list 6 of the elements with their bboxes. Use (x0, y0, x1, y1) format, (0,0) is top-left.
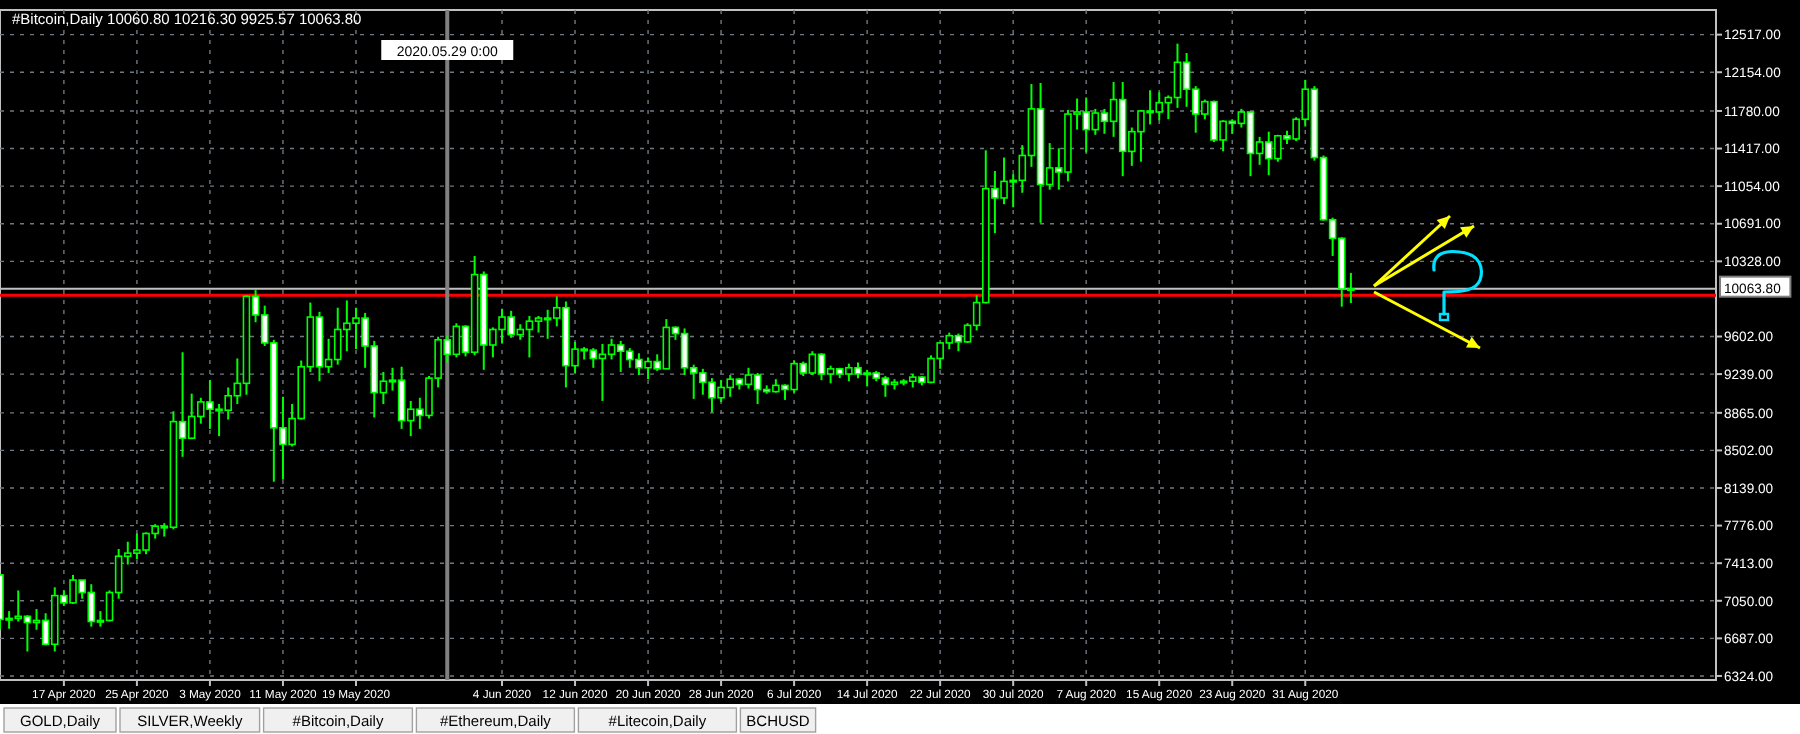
candlestick (607, 337, 616, 361)
candlestick (1100, 107, 1109, 135)
candlestick (1246, 111, 1255, 178)
candlestick (744, 366, 753, 390)
candlestick (817, 352, 826, 382)
candlestick (1173, 42, 1182, 109)
